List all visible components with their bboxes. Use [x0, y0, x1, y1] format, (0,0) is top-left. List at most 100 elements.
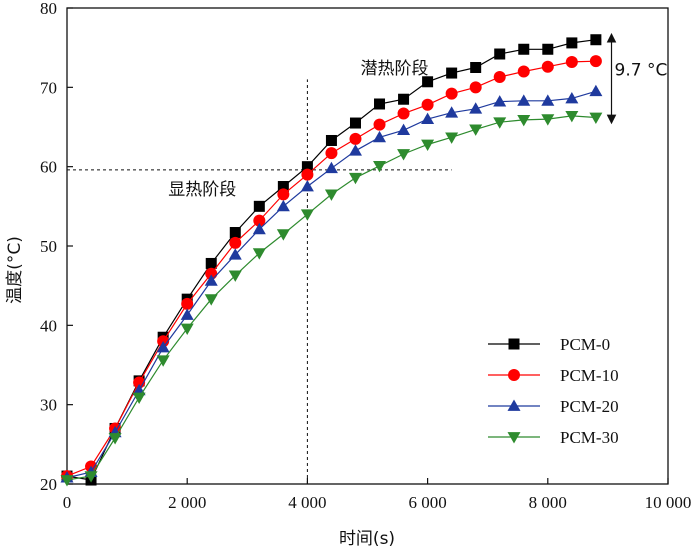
series-pcm-10: [61, 55, 602, 483]
data-point: [180, 308, 194, 320]
data-point: [276, 199, 290, 212]
data-point: [542, 43, 554, 55]
data-point: [108, 433, 122, 445]
data-point: [277, 181, 289, 192]
y-axis-label: 温度(°C): [5, 236, 25, 304]
legend-label: PCM-10: [560, 366, 619, 385]
data-point: [517, 94, 531, 106]
data-point: [421, 139, 435, 151]
data-point: [541, 114, 555, 126]
data-point: [349, 117, 361, 129]
data-point: [469, 124, 483, 136]
data-point: [565, 55, 578, 68]
data-point: [204, 274, 218, 286]
data-point: [397, 123, 411, 136]
data-point: [470, 62, 482, 73]
x-tick-label: 2 000: [168, 493, 206, 512]
data-point: [180, 323, 194, 336]
y-tick-label: 30: [40, 396, 57, 415]
y-tick-label: 60: [40, 158, 57, 177]
y-tick-label: 40: [40, 316, 57, 335]
data-point: [421, 98, 434, 111]
data-point: [252, 222, 266, 235]
data-point: [565, 111, 579, 123]
data-point: [445, 132, 459, 144]
series-line: [66, 39, 596, 481]
data-point: [446, 67, 458, 79]
data-point: [229, 227, 241, 239]
legend-marker: [508, 369, 520, 381]
data-point: [228, 248, 242, 260]
data-point: [252, 248, 266, 260]
data-point: [60, 475, 74, 487]
data-point: [277, 188, 290, 201]
data-point: [422, 76, 434, 88]
data-point: [300, 209, 314, 221]
data-point: [373, 160, 387, 173]
data-point: [589, 84, 603, 97]
legend-label: PCM-0: [560, 335, 610, 354]
legend-marker: [508, 338, 520, 350]
data-point: [518, 43, 530, 55]
data-point: [84, 471, 98, 483]
data-point: [445, 106, 459, 118]
data-point: [397, 149, 411, 161]
data-point: [398, 93, 410, 105]
series-pcm-20: [60, 84, 603, 483]
x-tick-label: 4 000: [288, 493, 326, 512]
data-point: [204, 294, 218, 306]
data-point: [469, 81, 482, 94]
series-layer: [60, 34, 603, 487]
legend-item-pcm-0: PCM-0: [488, 335, 610, 354]
data-point: [517, 114, 531, 127]
data-point: [348, 172, 362, 185]
data-point: [181, 297, 194, 310]
series-line: [66, 60, 596, 477]
data-point: [324, 189, 338, 201]
data-point: [565, 91, 579, 104]
data-point: [229, 236, 242, 249]
data-point: [324, 161, 338, 174]
legend-label: PCM-30: [560, 428, 619, 447]
data-point: [566, 37, 578, 49]
data-point: [276, 229, 290, 241]
data-point: [156, 355, 170, 367]
legend-label: PCM-20: [560, 397, 619, 416]
data-point: [301, 161, 313, 173]
data-point: [493, 95, 507, 107]
data-point: [541, 60, 554, 73]
data-point: [348, 144, 362, 156]
x-tick-label: 0: [63, 493, 72, 512]
legend-marker: [507, 399, 521, 411]
data-point: [253, 214, 266, 227]
legend: PCM-0 PCM-10 PCM-20 PCM-30: [488, 335, 619, 447]
data-point: [374, 98, 386, 110]
data-point: [228, 270, 242, 282]
data-point: [397, 107, 410, 120]
data-point: [205, 257, 217, 269]
y-tick-label: 50: [40, 237, 57, 256]
data-point: [325, 147, 338, 160]
data-point: [493, 71, 506, 84]
legend-marker: [507, 432, 521, 444]
x-axis-ticks: 0 2 000 4 000 6 000 8 000 10 000: [63, 478, 692, 512]
y-tick-label: 20: [40, 475, 57, 494]
data-point: [589, 112, 603, 124]
series-pcm-30: [60, 111, 603, 487]
data-point: [541, 94, 555, 106]
data-point: [349, 132, 362, 145]
x-tick-label: 10 000: [645, 493, 692, 512]
data-point: [590, 34, 602, 46]
data-point: [373, 118, 386, 131]
data-point: [494, 48, 506, 60]
y-tick-label: 80: [40, 0, 57, 18]
data-point: [132, 392, 146, 405]
data-point: [589, 55, 602, 68]
annotation: 9.7 °C: [615, 60, 668, 80]
annotation: 显热阶段: [168, 180, 236, 200]
data-point: [445, 87, 458, 100]
annotation: 潜热阶段: [361, 59, 429, 79]
y-axis-ticks: 20 30 40 50 60 70 80: [40, 0, 73, 494]
